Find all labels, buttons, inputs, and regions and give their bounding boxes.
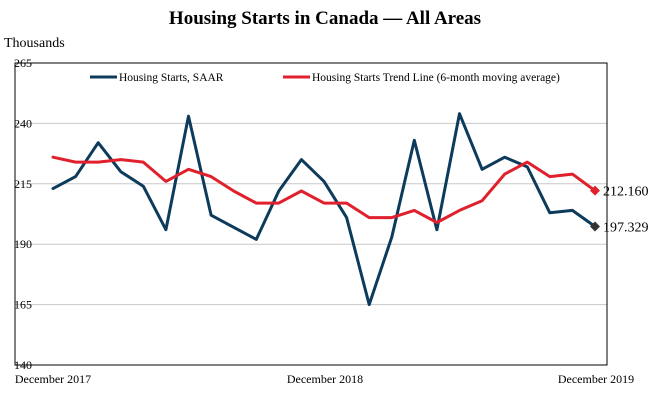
- y-tick-240: 240: [14, 116, 32, 130]
- y-tick-215: 215: [14, 177, 32, 191]
- end-label-0: 197.329: [603, 220, 649, 235]
- end-labels: 197.329 212.160: [603, 185, 649, 236]
- chart-title: Housing Starts in Canada — All Areas: [168, 8, 482, 29]
- x-tick-2: December 2019: [558, 372, 634, 386]
- x-tick-1: December 2018: [287, 372, 363, 386]
- y-tick-165: 165: [14, 298, 32, 312]
- x-tick-0: December 2017: [15, 372, 91, 386]
- legend-label-1: Housing Starts Trend Line (6-month movin…: [312, 72, 560, 84]
- y-tick-190: 190: [14, 237, 32, 251]
- series-lines: [51, 112, 600, 307]
- y-axis-label: Thousands: [4, 36, 65, 51]
- y-tick-140: 140: [14, 358, 32, 372]
- series-line-0: [51, 112, 597, 307]
- end-marker-0: [590, 221, 600, 232]
- series-line-1: [51, 155, 597, 224]
- plot-frame: [14, 62, 608, 366]
- legend: Housing Starts, SAAR Housing Starts Trend…: [90, 72, 560, 84]
- legend-label-0: Housing Starts, SAAR: [119, 72, 224, 84]
- y-tick-265: 265: [14, 56, 32, 70]
- end-label-1: 212.160: [603, 185, 649, 200]
- x-tick-labels: December 2017 December 2018 December 2019: [15, 372, 634, 386]
- grid-lines: [15, 122, 607, 306]
- y-tick-labels: 140 165 190 215 240 265: [14, 56, 32, 372]
- end-marker-1: [590, 185, 600, 196]
